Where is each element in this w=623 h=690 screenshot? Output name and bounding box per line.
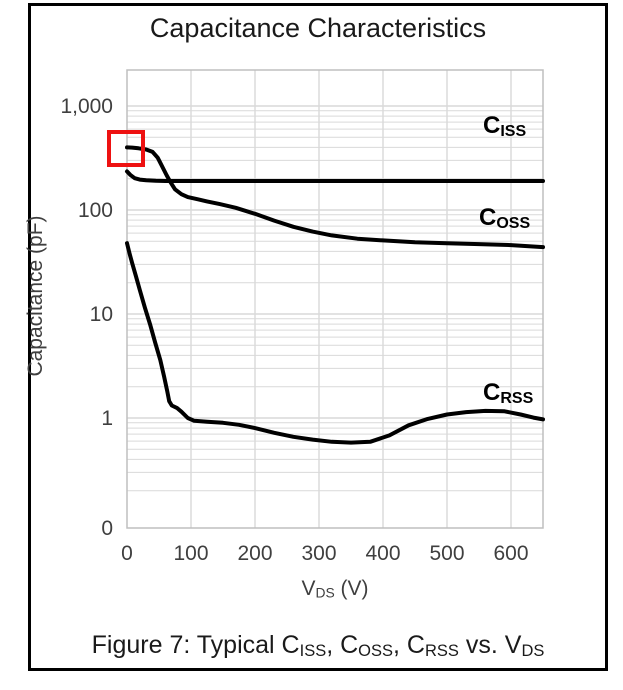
x-tick-label: 400 [365,542,400,565]
subscript: OSS [358,641,394,660]
x-axis-title: VDS (V) [301,577,369,601]
curve-crss [125,241,545,445]
x-tick-label: 200 [237,542,272,565]
series-label-ciss: CISS [483,112,527,140]
chart-title: Capacitance Characteristics [149,13,487,43]
figure-caption: Figure 7: Typical CISS, COSS, CRSS vs. V… [91,631,545,660]
x-tick-label: 600 [493,542,528,565]
subscript: ISS [299,641,327,660]
x-tick-label: 500 [429,542,464,565]
y-tick-label: 1 [101,407,113,430]
subscript: OSS [496,214,531,232]
curve-coss [125,145,545,250]
y-tick-label: 1,000 [60,95,113,118]
curve-ciss [125,169,545,183]
subscript: RSS [500,389,534,407]
red-highlight-box-annotation [107,130,145,167]
series-label-coss: COSS [479,204,531,232]
subscript: DS [315,584,335,601]
y-tick-label: 0 [101,517,113,540]
subscript: RSS [424,641,459,660]
plot-area-border [126,69,544,529]
x-tick-label: 300 [301,542,336,565]
subscript: ISS [500,122,527,140]
y-tick-label: 100 [78,199,113,222]
series-label-crss: CRSS [483,379,534,407]
x-tick-label: 100 [173,542,208,565]
x-tick-label: 0 [121,542,133,565]
y-tick-label: 10 [90,303,113,326]
subscript: DS [521,641,545,660]
y-axis-title: Capacitance (pF) [24,215,47,377]
